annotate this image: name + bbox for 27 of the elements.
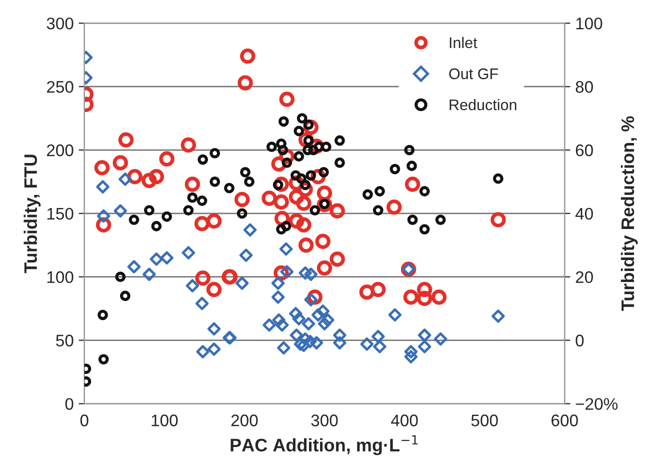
y-tick-label: 100 (47, 271, 74, 284)
x-tick-label: 100 (152, 414, 178, 426)
legend-label: Reduction (450, 99, 516, 110)
y2-tick-label: 100 (576, 18, 602, 30)
x-tick-label: 0 (80, 414, 88, 426)
x-tick-label: 300 (311, 414, 338, 426)
y-tick-label: 300 (46, 18, 74, 30)
y-tick-label: 200 (46, 144, 74, 156)
y2-axis-title: Turbidity Reduction, % (620, 116, 638, 311)
y2-tick-label: 20 (576, 271, 593, 284)
y-tick-label: 250 (46, 81, 74, 93)
y-axis-title: Turbidity, FTU (24, 154, 41, 274)
y2-tick-label: 80 (576, 81, 593, 93)
y-tick-label: 150 (47, 208, 74, 220)
legend-label: Out GF (449, 68, 498, 80)
y-tick-label: 50 (56, 334, 74, 346)
x-tick-label: 200 (231, 414, 258, 426)
legend-label: Inlet (450, 36, 478, 48)
x-tick-label: 600 (552, 414, 578, 426)
y-tick-label: 0 (65, 398, 74, 410)
x-axis-title: PAC Addition, mg·L$^{−1}$ (230, 435, 418, 456)
y2-tick-label: 0 (576, 334, 584, 346)
x-tick-label: 400 (391, 414, 418, 426)
y2-tick-label: 40 (575, 208, 593, 220)
y2-tick-label: −20% (576, 398, 618, 410)
x-tick-label: 500 (471, 414, 498, 426)
y2-tick-label: 60 (576, 144, 593, 156)
